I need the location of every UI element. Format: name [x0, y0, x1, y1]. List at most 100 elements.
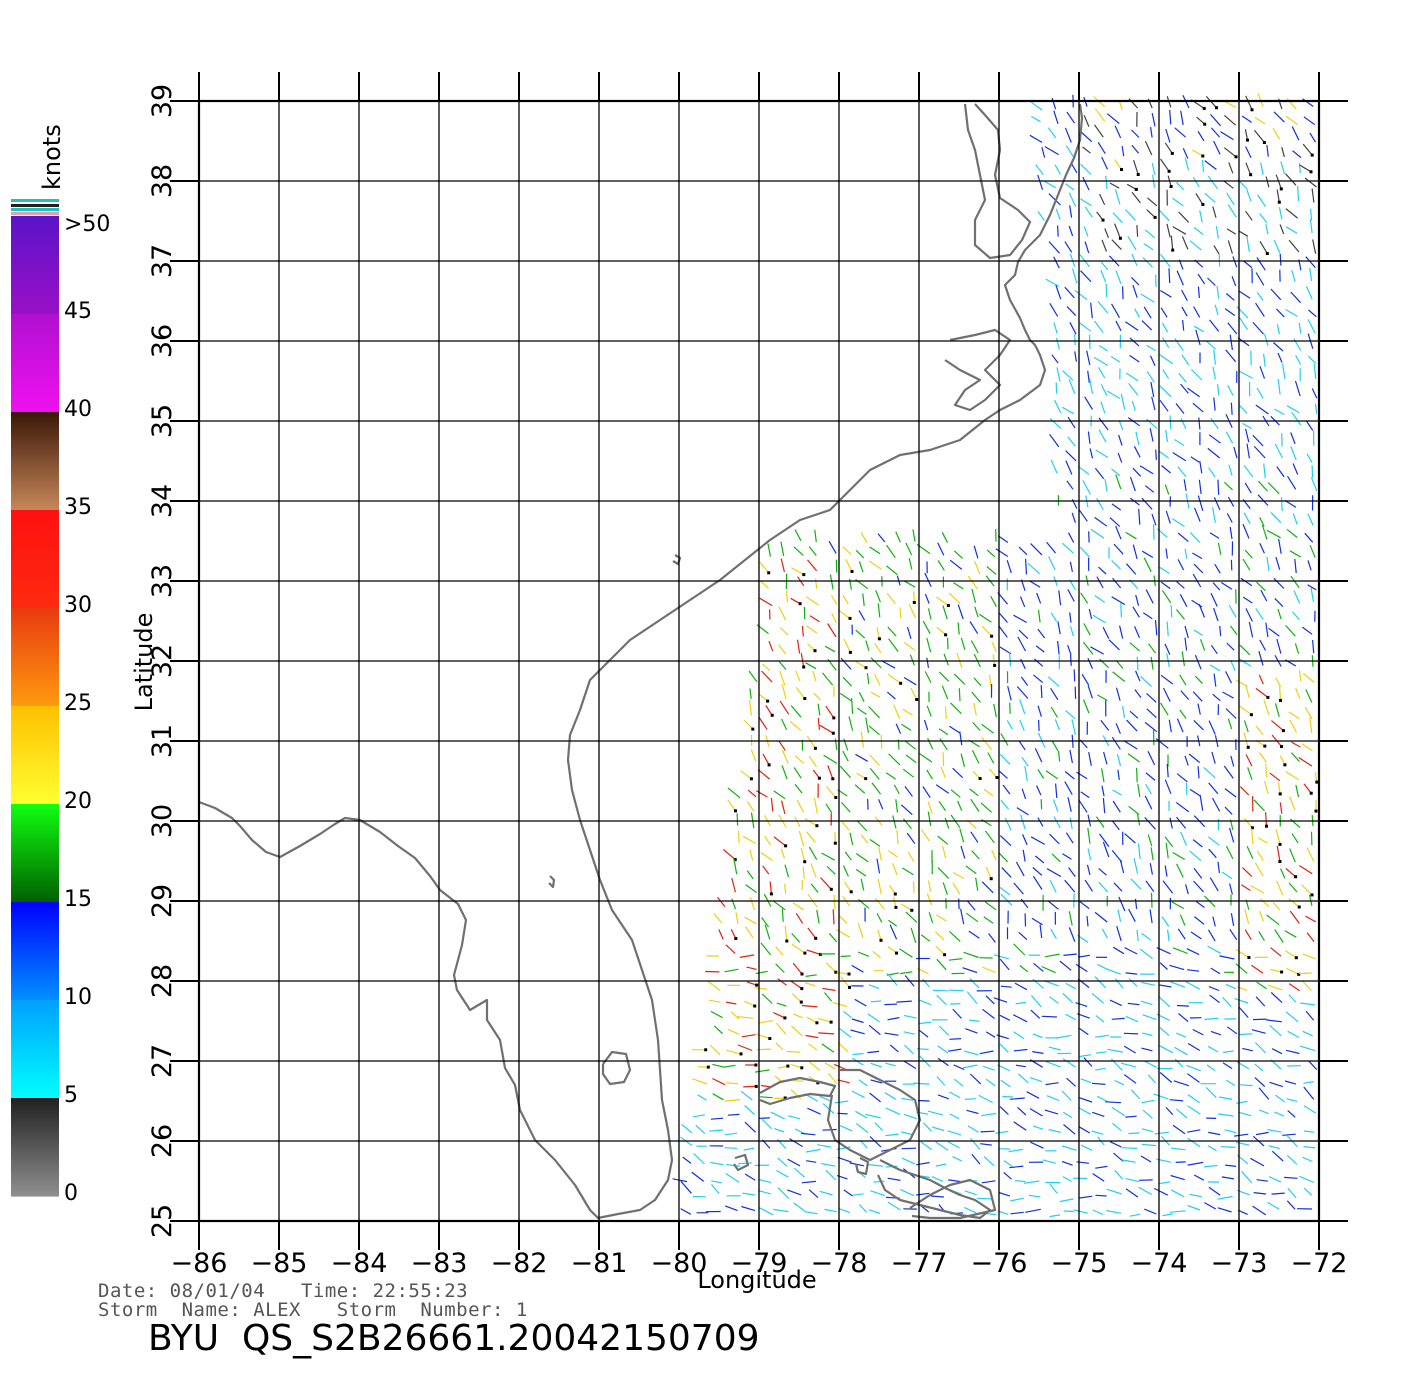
wind-vector	[1079, 900, 1090, 910]
rain-flag	[1246, 138, 1249, 142]
wind-vector	[1266, 914, 1280, 926]
wind-vector	[971, 850, 980, 860]
colorbar-label: 35	[64, 495, 92, 520]
wind-vector	[1129, 710, 1139, 719]
wind-vector	[1019, 965, 1029, 973]
wind-vector	[855, 753, 868, 762]
wind-vector	[1078, 799, 1088, 813]
wind-vector	[815, 578, 818, 589]
wind-vector	[1306, 453, 1313, 463]
wind-vector	[1165, 429, 1169, 442]
wind-vector	[1061, 542, 1074, 554]
wind-vector	[851, 964, 864, 973]
wind-vector	[889, 924, 898, 940]
wind-vector	[1004, 817, 1012, 831]
wind-vector	[1062, 370, 1074, 381]
wind-vector	[1227, 322, 1238, 335]
wind-vector	[1065, 832, 1074, 844]
wind-vector	[788, 1115, 801, 1120]
wind-vector	[985, 1031, 996, 1038]
wind-vector	[749, 849, 754, 861]
map-frame	[197, 99, 1321, 1223]
wind-vector	[1050, 612, 1058, 622]
wind-vector	[1087, 657, 1094, 669]
wind-vector	[1256, 581, 1266, 592]
wind-vector	[1274, 1111, 1285, 1117]
wind-vector	[1259, 517, 1265, 527]
wind-vector	[912, 881, 915, 894]
wind-vector	[918, 1021, 932, 1025]
wind-vector	[1259, 213, 1268, 224]
wind-vector	[1101, 768, 1105, 783]
wind-vector	[1285, 226, 1298, 234]
wind-vector	[1244, 549, 1253, 559]
wind-vector	[1019, 699, 1026, 715]
wind-vector	[1078, 1126, 1091, 1134]
wind-vector	[1017, 1073, 1029, 1084]
wind-vector	[1166, 653, 1170, 668]
wind-vector	[1273, 577, 1285, 589]
wind-vector	[748, 699, 752, 716]
wind-vector	[1049, 418, 1062, 429]
wind-vector	[1053, 816, 1061, 829]
wind-vector	[768, 640, 774, 652]
wind-vector	[993, 703, 997, 718]
wind-vector	[1127, 417, 1141, 427]
wind-vector	[1222, 996, 1232, 1008]
wind-vector	[1151, 162, 1156, 175]
wind-vector	[937, 542, 945, 556]
wind-vector	[1141, 1099, 1155, 1104]
rain-flag	[1118, 236, 1122, 240]
wind-vector	[1182, 148, 1189, 159]
wind-vector	[1181, 236, 1189, 250]
wind-vector	[727, 787, 741, 799]
wind-vector	[1057, 225, 1059, 237]
wind-vector	[1113, 1152, 1124, 1162]
rain-flag	[829, 887, 833, 891]
wind-vector	[1295, 355, 1302, 365]
rain-flag	[864, 777, 868, 781]
wind-vector	[1176, 609, 1185, 620]
wind-vector	[822, 1128, 837, 1131]
wind-vector	[1187, 1105, 1201, 1115]
wind-vector	[1083, 623, 1091, 636]
wind-vector	[1132, 467, 1142, 477]
wind-vector	[1066, 1077, 1077, 1087]
wind-vector	[981, 881, 994, 894]
wind-vector	[1088, 334, 1091, 350]
wind-vector	[1217, 384, 1220, 396]
rain-flag	[786, 1064, 790, 1068]
wind-vector	[1121, 146, 1125, 157]
wind-vector	[1146, 344, 1156, 352]
wind-vector	[1279, 224, 1285, 235]
wind-vector	[1044, 1109, 1059, 1115]
wind-vector	[999, 886, 1011, 896]
wind-vector	[1049, 833, 1060, 845]
wind-vector	[1088, 608, 1093, 620]
longitude-tick-label: −81	[571, 1248, 628, 1279]
rain-flag	[739, 1052, 743, 1056]
wind-vector	[991, 641, 997, 652]
wind-vector	[960, 637, 966, 650]
wind-vector	[1260, 162, 1264, 175]
wind-vector	[1041, 147, 1046, 158]
wind-vector	[1208, 467, 1216, 478]
wind-vector	[796, 799, 805, 813]
wind-vector	[927, 738, 934, 750]
wind-vector	[778, 644, 787, 655]
wind-vector	[1195, 329, 1201, 346]
wind-vector	[1265, 622, 1269, 638]
wind-vector	[949, 725, 961, 734]
wind-vector	[1095, 1034, 1109, 1038]
wind-vector	[1288, 882, 1298, 893]
wind-vector	[903, 676, 917, 686]
wind-vector	[822, 987, 836, 992]
wind-vector	[1164, 779, 1172, 795]
wind-vector	[872, 950, 881, 959]
wind-vector	[822, 672, 834, 686]
wind-vector	[935, 1141, 949, 1151]
wind-vector	[841, 801, 851, 813]
wind-vector	[1239, 1033, 1253, 1036]
wind-vector	[738, 830, 740, 844]
wind-vector	[744, 1000, 755, 1007]
